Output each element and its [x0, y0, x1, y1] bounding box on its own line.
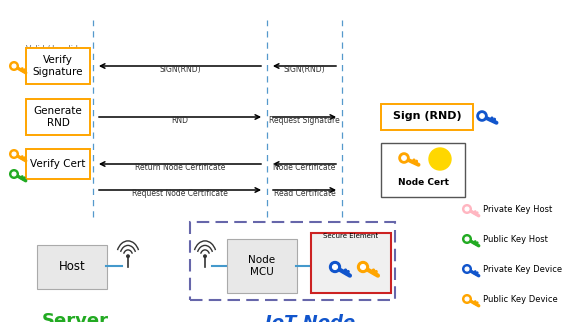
- Text: Public Key Host: Public Key Host: [483, 234, 548, 243]
- Circle shape: [465, 207, 469, 211]
- Text: Verify
Signature: Verify Signature: [32, 55, 84, 77]
- Circle shape: [10, 62, 18, 70]
- Text: SIGN(RND): SIGN(RND): [284, 65, 325, 74]
- Circle shape: [12, 172, 16, 176]
- Circle shape: [463, 295, 471, 303]
- Text: Public Key Device: Public Key Device: [483, 295, 558, 304]
- Text: Host: Host: [59, 260, 85, 272]
- Circle shape: [358, 262, 368, 272]
- Circle shape: [429, 148, 451, 170]
- Text: Secure Element: Secure Element: [324, 233, 379, 239]
- Circle shape: [204, 255, 206, 258]
- Text: Read Certificate: Read Certificate: [274, 189, 335, 198]
- Circle shape: [463, 265, 471, 273]
- Circle shape: [332, 264, 338, 270]
- Circle shape: [463, 235, 471, 243]
- Circle shape: [402, 156, 407, 160]
- Text: RND: RND: [172, 116, 188, 125]
- Text: Valid / Invalid: Valid / Invalid: [26, 44, 78, 53]
- Circle shape: [465, 237, 469, 241]
- FancyBboxPatch shape: [26, 149, 90, 179]
- FancyBboxPatch shape: [227, 239, 297, 293]
- Text: SIGN(RND): SIGN(RND): [159, 65, 201, 74]
- Circle shape: [480, 114, 484, 118]
- Bar: [190, 222, 395, 300]
- Circle shape: [477, 111, 487, 121]
- FancyBboxPatch shape: [26, 48, 90, 84]
- Circle shape: [399, 153, 409, 163]
- Circle shape: [465, 267, 469, 271]
- Circle shape: [10, 170, 18, 178]
- Circle shape: [12, 152, 16, 156]
- Circle shape: [463, 205, 471, 213]
- Circle shape: [127, 255, 129, 258]
- Text: Request Signature: Request Signature: [269, 116, 340, 125]
- Text: Generate
RND: Generate RND: [34, 106, 82, 128]
- FancyBboxPatch shape: [311, 233, 391, 293]
- Circle shape: [361, 264, 365, 270]
- Circle shape: [465, 297, 469, 301]
- Text: Verify Cert: Verify Cert: [30, 159, 86, 169]
- Text: Return Node Certificate: Return Node Certificate: [135, 163, 225, 172]
- FancyBboxPatch shape: [381, 104, 473, 130]
- Text: Node Cert: Node Cert: [397, 177, 448, 186]
- Text: Node Certificate: Node Certificate: [273, 163, 336, 172]
- FancyBboxPatch shape: [26, 99, 90, 135]
- Text: Private Key Device: Private Key Device: [483, 264, 562, 273]
- Text: Server: Server: [42, 312, 108, 322]
- Text: Request Node Certificate: Request Node Certificate: [132, 189, 228, 198]
- Text: Node
MCU: Node MCU: [248, 255, 276, 277]
- Circle shape: [12, 64, 16, 68]
- Text: Sign (RND): Sign (RND): [393, 111, 461, 121]
- FancyBboxPatch shape: [37, 245, 107, 289]
- Text: IoT Node: IoT Node: [265, 314, 355, 322]
- FancyBboxPatch shape: [381, 143, 465, 197]
- Circle shape: [329, 262, 340, 272]
- Text: Private Key Host: Private Key Host: [483, 204, 552, 213]
- Circle shape: [10, 150, 18, 158]
